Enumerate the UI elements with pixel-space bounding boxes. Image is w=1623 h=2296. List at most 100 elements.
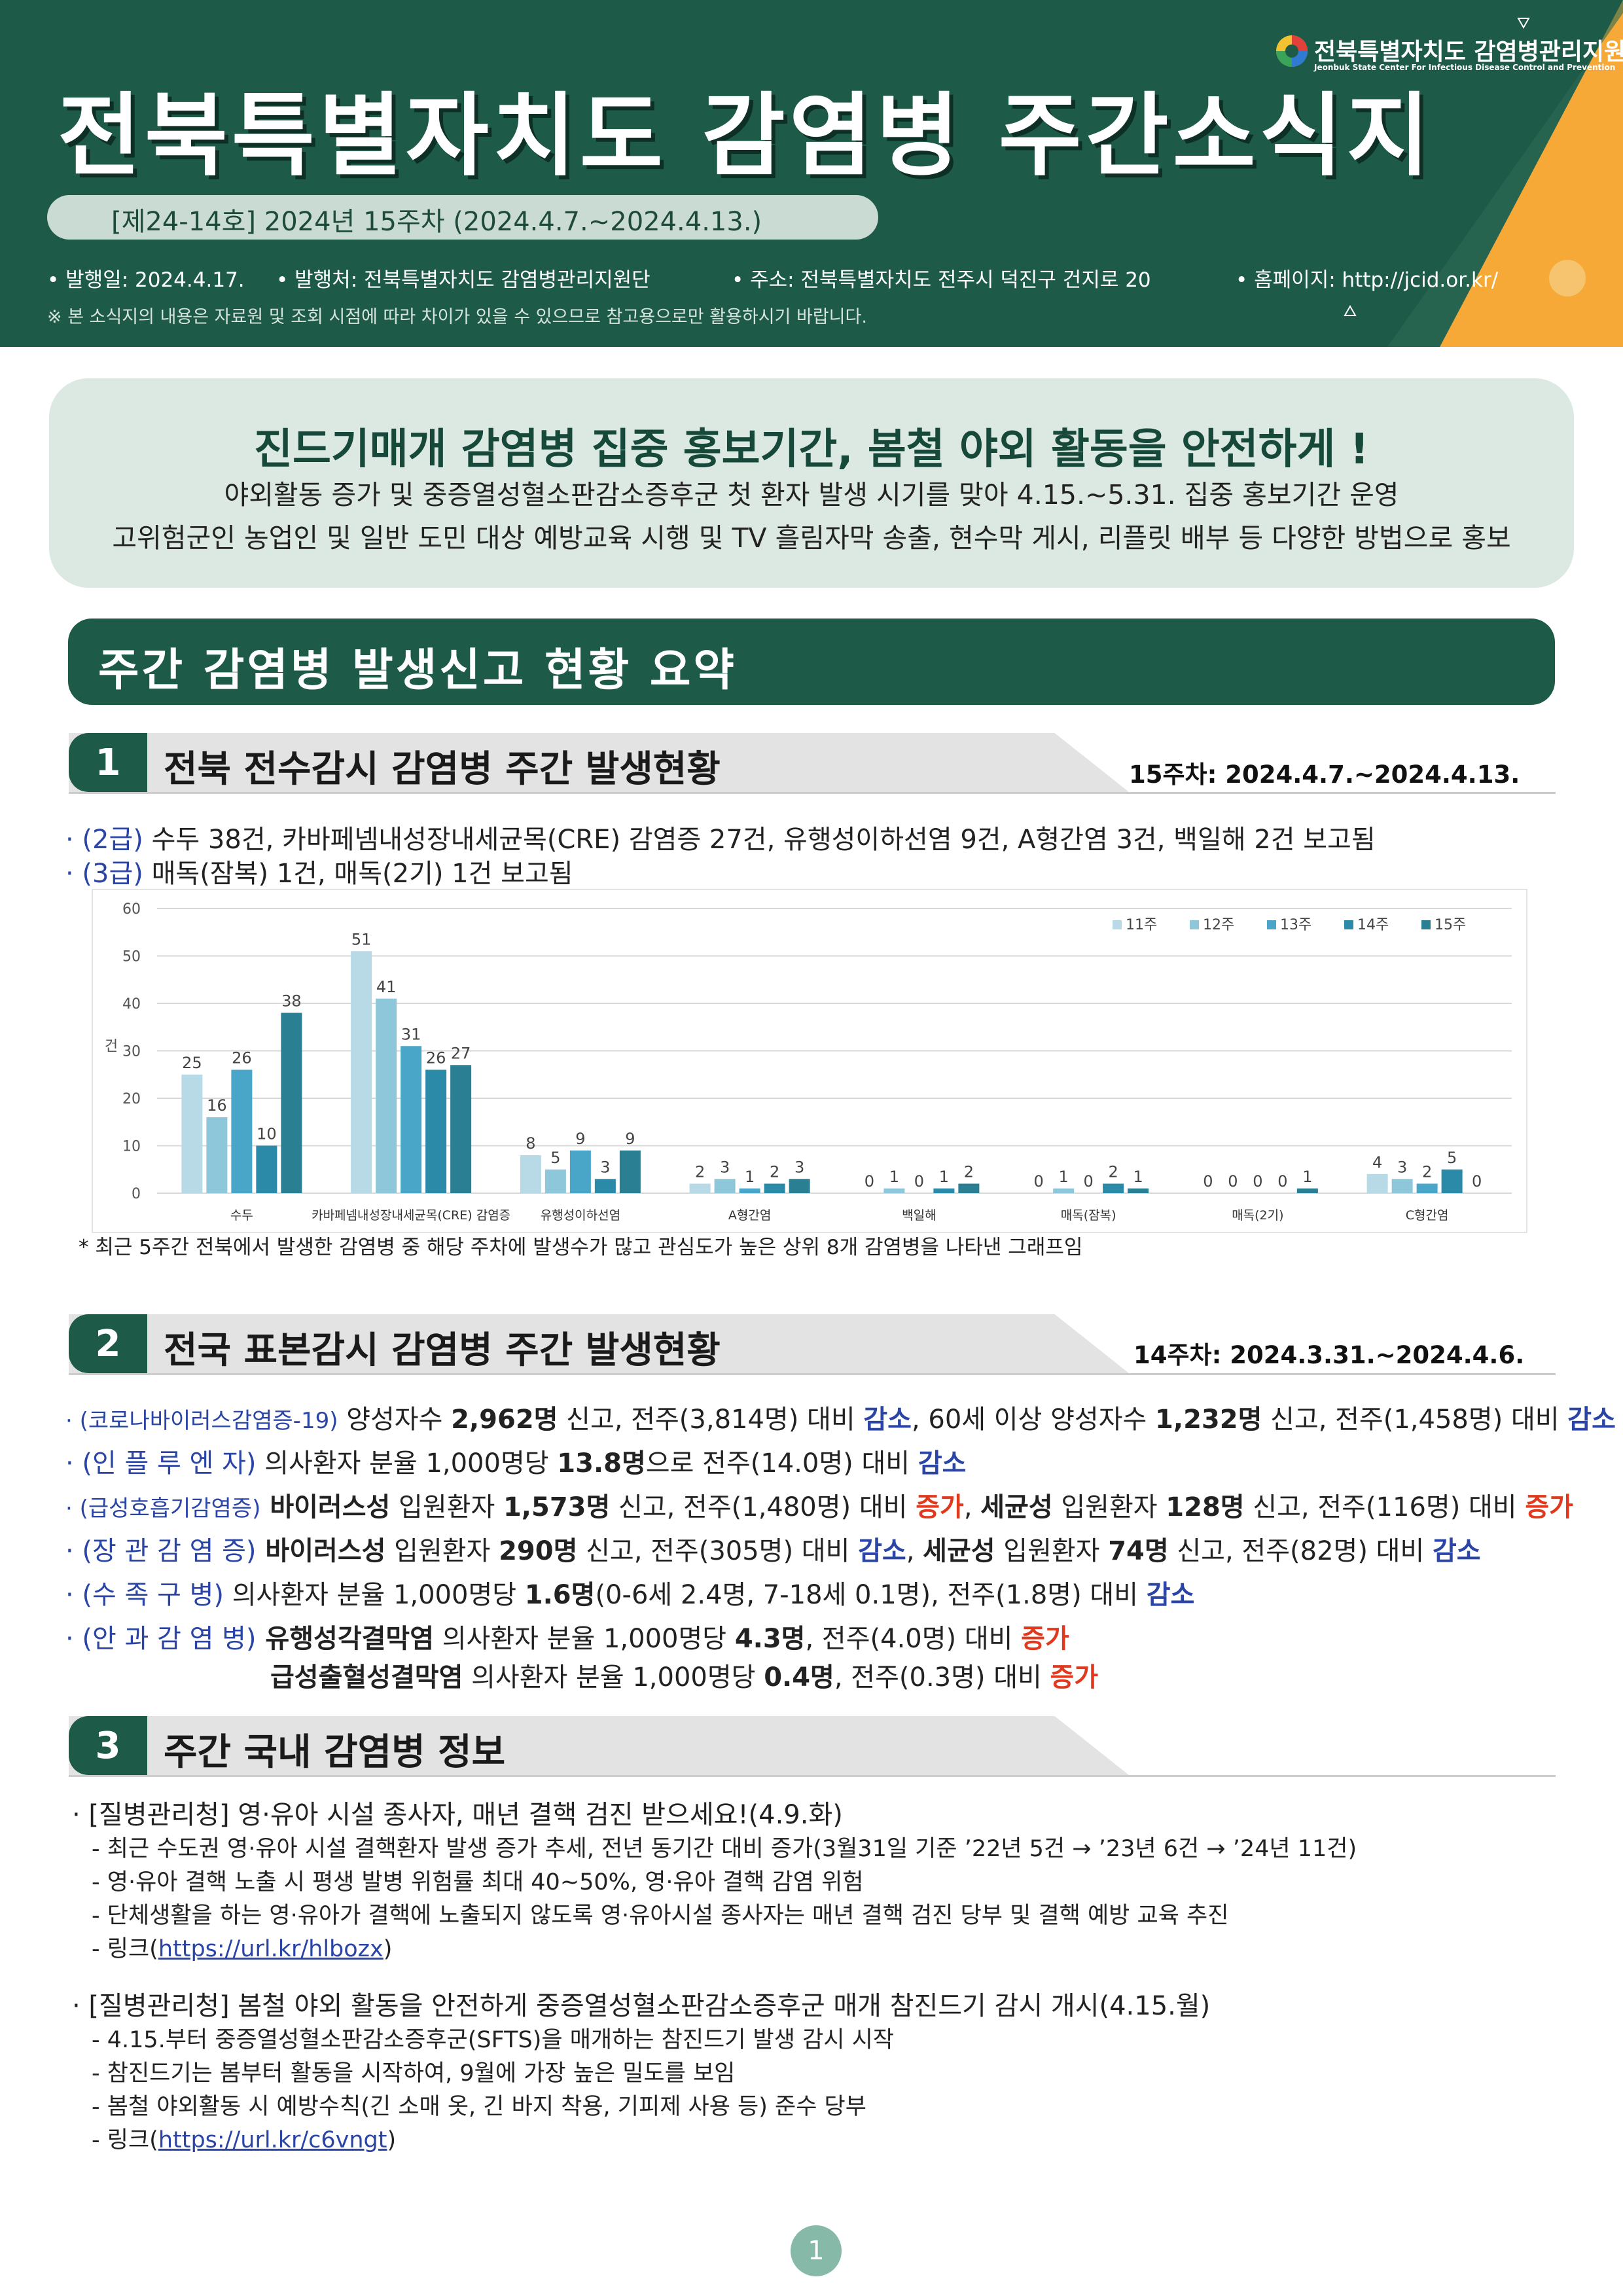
news2-link[interactable]: https://url.kr/c6vngt: [158, 2127, 387, 2153]
org-name: 전북특별자치도 감염병관리지원단: [1314, 39, 1623, 65]
bar: [181, 1074, 203, 1193]
respiratory-text: 입원환자: [1052, 1492, 1166, 1522]
section1-period: 15주차: 2024.4.7.~2024.4.13.: [1129, 761, 1520, 789]
chart-frame: [92, 889, 1527, 1233]
legend-swatch: [1190, 920, 1199, 929]
eye-label: · (안 과 감 염 병): [65, 1624, 257, 1654]
section2-title: 전국 표본감시 감염병 주간 발생현황: [164, 1329, 721, 1372]
legend-swatch: [1113, 920, 1122, 929]
covid-elderly-trend: 감소: [1567, 1405, 1616, 1435]
bar: [376, 998, 397, 1193]
bar: [1296, 1188, 1318, 1193]
respiratory-text: 입원환자: [390, 1492, 503, 1522]
data-label: 26: [232, 1049, 252, 1067]
x-tick-label: 매독(잠복): [1061, 1208, 1116, 1223]
enteric-text: ,: [906, 1536, 923, 1566]
page-title: 전북특별자치도 감염병 주간소식지: [58, 83, 1434, 188]
respiratory-label: · (급성호흡기감염증): [65, 1496, 261, 1522]
influenza-trend: 감소: [918, 1448, 967, 1479]
x-tick-label: 매독(2기): [1232, 1208, 1283, 1223]
covid-row: · (코로나바이러스감염증-19) 양성자수 2,962명 신고, 전주(3,8…: [65, 1398, 1616, 1436]
respiratory-row: · (급성호흡기감염증) 바이러스성 입원환자 1,573명 신고, 전주(1,…: [65, 1486, 1573, 1524]
hfmd-rate: 1.6명: [524, 1580, 596, 1610]
campaign-banner: [49, 378, 1574, 588]
section1-line-1: · (2급) 수두 38건, 카바페넴내성장내세균목(CRE) 감염증 27건,…: [65, 818, 1376, 856]
hfmd-text: 의사환자 분율 1,000명당: [224, 1580, 525, 1610]
influenza-text: 으로 전주(14.0명) 대비: [645, 1448, 918, 1479]
news2-link-suffix: ): [387, 2127, 397, 2153]
ahc-rate: 0.4명: [764, 1662, 834, 1693]
data-label: 1: [1302, 1168, 1312, 1186]
data-label: 9: [625, 1130, 635, 1148]
data-label: 3: [794, 1158, 804, 1176]
section3-number: 3: [69, 1716, 147, 1775]
chart-footnote: * 최근 5주간 전북에서 발생한 감염병 중 해당 주차에 발생수가 많고 관…: [79, 1236, 1083, 1259]
enteric-bacterial-trend: 감소: [1432, 1536, 1481, 1566]
enteric-text: 바이러스성: [256, 1536, 386, 1566]
data-label: 10: [257, 1125, 277, 1143]
data-label: 0: [1203, 1172, 1213, 1191]
homepage-link[interactable]: • 홈페이지: http://jcid.or.kr/: [1236, 268, 1499, 292]
section3-rule: [69, 1775, 1556, 1777]
data-label: 1: [1133, 1168, 1143, 1186]
address: • 주소: 전북특별자치도 전주시 덕진구 건지로 20: [732, 268, 1151, 292]
ahc-text: 급성출혈성결막염: [270, 1662, 463, 1693]
hfmd-label: · (수 족 구 병): [65, 1580, 224, 1610]
ahc-text: , 전주(0.3명) 대비: [834, 1662, 1050, 1693]
respiratory-text: 신고, 전주(116명) 대비: [1244, 1492, 1525, 1522]
respiratory-bacterial-count: 128명: [1166, 1492, 1245, 1522]
data-label: 1: [889, 1168, 899, 1186]
news1-link[interactable]: https://url.kr/hlbozx: [158, 1936, 383, 1962]
bar: [1053, 1188, 1075, 1193]
data-label: 1: [1058, 1168, 1068, 1186]
respiratory-bacterial-trend: 증가: [1525, 1492, 1573, 1522]
news1-item: - 최근 수도권 영·유아 시설 결핵환자 발생 증가 추세, 전년 동기간 대…: [92, 1836, 1357, 1862]
data-label: 31: [401, 1025, 421, 1043]
bar: [1441, 1169, 1463, 1193]
y-tick-label: 50: [122, 949, 141, 965]
data-label: 3: [720, 1158, 730, 1176]
respiratory-viral-trend: 증가: [916, 1492, 964, 1522]
bar: [256, 1145, 277, 1193]
data-label: 2: [695, 1163, 705, 1181]
bar: [401, 1046, 422, 1193]
section3-title: 주간 국내 감염병 정보: [164, 1731, 506, 1774]
x-tick-label: 유행성이하선염: [541, 1208, 620, 1223]
campaign-title: 진드기매개 감염병 집중 홍보기간, 봄철 야외 활동을 안전하게 !: [254, 425, 1369, 474]
legend-swatch: [1421, 920, 1431, 929]
bar: [231, 1069, 253, 1193]
covid-trend: 감소: [863, 1405, 912, 1435]
influenza-row: · (인 플 루 엔 자) 의사환자 분율 1,000명당 13.8명으로 전주…: [65, 1442, 966, 1480]
covid-text: , 60세 이상 양성자수: [911, 1405, 1156, 1435]
respiratory-text: 신고, 전주(1,480명) 대비: [610, 1492, 916, 1522]
data-label: 0: [865, 1172, 874, 1191]
data-label: 0: [1083, 1172, 1093, 1191]
x-tick-label: C형간염: [1406, 1208, 1449, 1223]
section2-rule: [69, 1373, 1556, 1375]
publisher: • 발행처: 전북특별자치도 감염병관리지원단: [276, 268, 651, 292]
ahc-text: 의사환자 분율 1,000명당: [463, 1662, 764, 1693]
ekc-trend: 증가: [1021, 1624, 1069, 1654]
bar: [206, 1117, 228, 1193]
bar: [958, 1183, 980, 1193]
respiratory-text: ,: [963, 1492, 981, 1522]
data-label: 16: [207, 1096, 227, 1115]
data-label: 41: [376, 978, 397, 996]
ahc-row: 급성출혈성결막염 의사환자 분율 1,000명당 0.4명, 전주(0.3명) …: [270, 1656, 1098, 1694]
page-number: 1: [791, 2225, 842, 2276]
legend-label: 11주: [1126, 917, 1157, 933]
y-tick-label: 20: [122, 1091, 141, 1107]
news2-item: - 봄철 야외활동 시 예방수칙(긴 소매 옷, 긴 바지 착용, 기피제 사용…: [92, 2094, 866, 2120]
eye-row: · (안 과 감 염 병) 유행성각결막염 의사환자 분율 1,000명당 4.…: [65, 1617, 1069, 1655]
disclaimer-note: ※ 본 소식지의 내용은 자료원 및 조회 시점에 따라 차이가 있을 수 있으…: [47, 307, 867, 327]
respiratory-text: 세균성: [980, 1492, 1053, 1522]
data-label: 51: [351, 930, 372, 948]
data-label: 26: [426, 1049, 446, 1067]
section2-header: [69, 1314, 1129, 1373]
news2-link-row: - 링크(https://url.kr/c6vngt): [92, 2121, 396, 2155]
bar: [351, 951, 372, 1193]
enteric-text: 입원환자: [385, 1536, 499, 1566]
x-tick-label: 백일해: [902, 1208, 936, 1223]
covid-text: 신고, 전주(3,814명) 대비: [558, 1405, 864, 1435]
